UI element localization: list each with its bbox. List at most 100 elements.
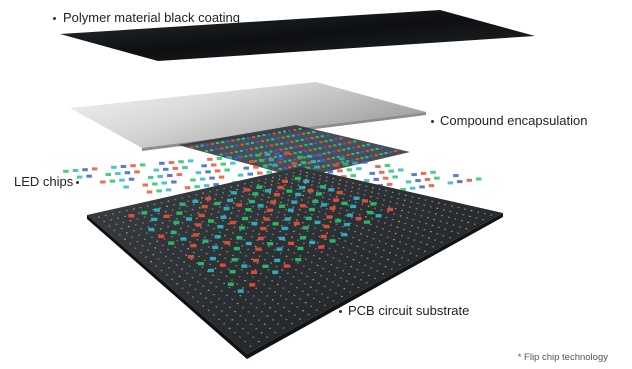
solder-pad xyxy=(299,255,301,257)
solder-pad xyxy=(319,175,322,177)
floating-led-chip xyxy=(157,175,163,178)
encapsulated-chip xyxy=(254,159,258,162)
solder-pad xyxy=(230,212,233,214)
solder-pad xyxy=(327,203,329,205)
solder-pad xyxy=(378,240,381,242)
solder-pad xyxy=(415,208,418,210)
solder-pad xyxy=(313,173,315,175)
solder-pad xyxy=(439,220,442,222)
led-chip-on-pcb xyxy=(241,264,248,268)
floating-led-chip xyxy=(379,170,385,174)
solder-pad xyxy=(157,212,160,215)
led-chip-on-pcb xyxy=(309,240,316,245)
encapsulated-chip xyxy=(339,137,343,140)
solder-pad xyxy=(441,215,444,217)
encapsulated-chip xyxy=(325,134,329,137)
encapsulated-chip xyxy=(275,143,279,146)
floating-led-chip xyxy=(176,173,183,177)
solder-pad xyxy=(328,271,330,273)
solder-pad xyxy=(205,230,208,232)
solder-pad xyxy=(360,255,363,257)
encapsulated-chip xyxy=(215,148,219,151)
solder-pad xyxy=(108,225,111,227)
solder-pad xyxy=(247,291,250,293)
solder-pad xyxy=(264,259,266,261)
floating-led-chip xyxy=(327,170,334,174)
solder-pad xyxy=(376,226,378,228)
solder-pad xyxy=(248,265,251,267)
solder-pad xyxy=(156,218,158,220)
floating-led-chip xyxy=(237,173,244,177)
solder-pad xyxy=(142,222,144,224)
solder-pad xyxy=(269,188,272,190)
led-chip-on-pcb xyxy=(277,185,284,190)
encapsulated-chip xyxy=(291,134,295,137)
encapsulated-chip xyxy=(262,134,266,137)
encapsulated-chip xyxy=(205,143,209,146)
solder-pad xyxy=(332,257,335,259)
compound-encapsulation-layer xyxy=(70,82,426,148)
led-chip-on-pcb xyxy=(308,207,315,212)
floating-led-chip xyxy=(266,170,272,174)
bullet-icon xyxy=(76,181,80,185)
solder-pad xyxy=(215,286,218,288)
solder-pad xyxy=(258,180,260,182)
solder-pad xyxy=(122,221,125,223)
encapsulated-chip xyxy=(263,157,268,160)
led-chip-on-pcb xyxy=(224,241,231,245)
solder-pad xyxy=(326,208,328,210)
solder-pad xyxy=(297,262,299,264)
encapsulated-chip xyxy=(272,132,276,135)
solder-pad xyxy=(151,236,153,238)
solder-pad xyxy=(210,282,212,284)
floating-led-chip xyxy=(214,169,221,173)
solder-pad xyxy=(291,182,293,184)
floating-led-chip xyxy=(199,177,206,181)
solder-pad xyxy=(244,299,247,301)
solder-pad xyxy=(190,214,192,216)
solder-pad xyxy=(340,277,342,279)
encapsulated-chip xyxy=(293,165,297,167)
floating-led-chip xyxy=(304,166,311,170)
encapsulated-chip xyxy=(290,140,294,143)
solder-pad xyxy=(312,233,315,235)
solder-pad xyxy=(282,327,285,329)
floating-led-chip xyxy=(264,153,271,156)
encapsulated-chip xyxy=(294,145,298,148)
floating-led-chip xyxy=(350,174,356,178)
solder-pad xyxy=(370,244,373,246)
solder-pad xyxy=(296,188,299,190)
floating-led-chip xyxy=(130,164,136,168)
solder-pad xyxy=(279,276,281,278)
led-chip-on-pcb xyxy=(361,199,368,203)
solder-pad xyxy=(303,265,305,267)
solder-pad xyxy=(195,194,198,196)
solder-pad xyxy=(385,243,387,245)
solder-pad xyxy=(317,186,320,188)
solder-pad xyxy=(312,279,314,281)
led-chip-on-pcb xyxy=(214,235,221,239)
solder-pad xyxy=(263,216,265,218)
solder-pad xyxy=(244,319,247,321)
encapsulated-chip xyxy=(338,143,342,146)
led-chip-on-pcb xyxy=(300,204,307,208)
solder-pad xyxy=(314,271,317,274)
solder-pad xyxy=(138,212,140,214)
solder-pad xyxy=(308,224,310,226)
solder-pad xyxy=(296,219,298,221)
led-chip-on-pcb xyxy=(190,243,197,248)
solder-pad xyxy=(220,201,222,203)
encapsulated-chip xyxy=(296,133,300,136)
encapsulated-chip xyxy=(261,140,265,143)
solder-pad xyxy=(230,186,232,188)
solder-pad xyxy=(268,246,270,248)
solder-pad xyxy=(266,201,269,203)
encapsulated-chip xyxy=(370,148,374,151)
solder-pad xyxy=(352,236,355,239)
encapsulated-chip xyxy=(360,150,365,153)
solder-pad xyxy=(360,279,362,281)
solder-pad xyxy=(291,322,293,325)
encapsulated-chip xyxy=(273,162,277,165)
solder-pad xyxy=(229,306,231,308)
floating-led-chip xyxy=(156,189,162,193)
